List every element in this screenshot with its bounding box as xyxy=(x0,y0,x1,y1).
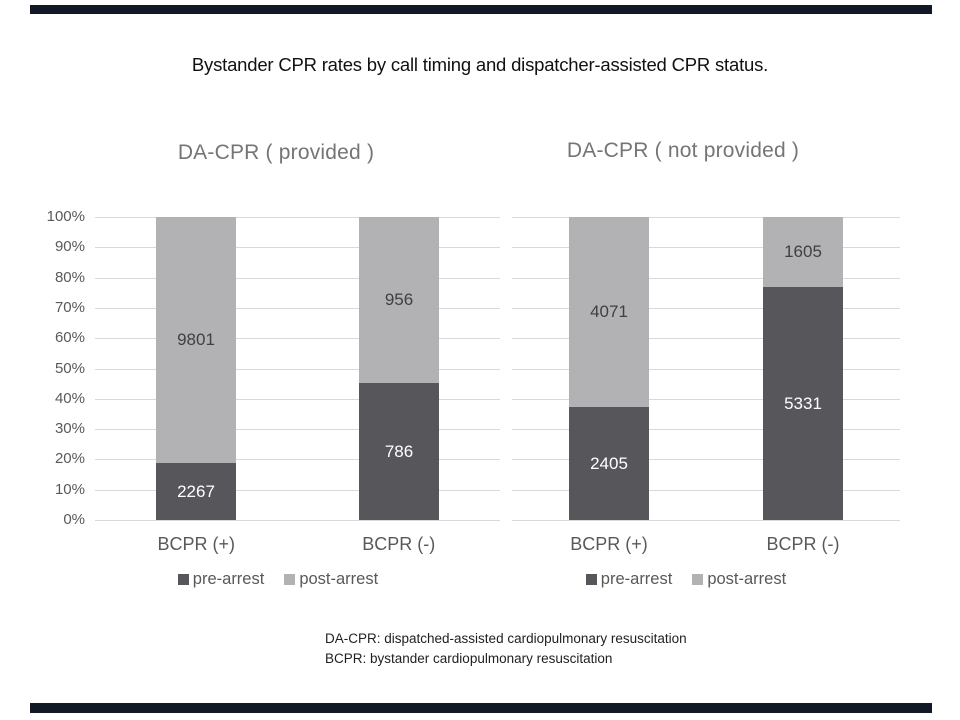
y-tick-label: 70% xyxy=(54,299,85,316)
gridline xyxy=(95,278,500,279)
y-tick-label: 80% xyxy=(54,269,85,286)
gridline xyxy=(95,399,500,400)
gridline xyxy=(95,490,500,491)
category-label: BCPR (+) xyxy=(570,534,648,554)
gridline xyxy=(95,520,500,521)
bar-value-label: 786 xyxy=(384,441,414,461)
bar-segment-pre-arrest xyxy=(569,407,649,520)
gridline xyxy=(512,278,900,279)
legend-label: pre-arrest xyxy=(600,570,673,588)
legend: pre-arrest post-arrest xyxy=(546,570,826,589)
y-tick-label: 50% xyxy=(54,360,85,377)
y-tick-label: 0% xyxy=(63,511,85,528)
legend-label: post-arrest xyxy=(299,570,379,588)
legend-label: pre-arrest xyxy=(192,570,265,588)
footnote-bcpr: BCPR: bystander cardiopulmonary resuscit… xyxy=(325,651,613,666)
gridline xyxy=(95,369,500,370)
legend-swatch-pre-arrest xyxy=(585,574,597,585)
gridline xyxy=(95,459,500,460)
gridline xyxy=(512,399,900,400)
gridline xyxy=(512,308,900,309)
gridline xyxy=(95,308,500,309)
chart-title: DA-CPR ( not provided ) xyxy=(566,139,800,162)
legend-swatch-post-arrest xyxy=(284,574,296,585)
y-tick-label: 30% xyxy=(54,420,85,437)
gridline xyxy=(512,217,900,218)
bar-value-label: 5331 xyxy=(784,393,822,413)
gridline xyxy=(512,459,900,460)
bar-value-label: 2405 xyxy=(590,453,628,473)
legend-swatch-pre-arrest xyxy=(177,574,189,585)
gridline xyxy=(512,490,900,491)
bottom-accent-bar xyxy=(30,703,932,713)
gridline xyxy=(95,247,500,248)
category-label: BCPR (+) xyxy=(157,534,235,554)
gridline xyxy=(95,429,500,430)
legend-item: pre-arrest xyxy=(177,570,265,589)
gridline xyxy=(95,217,500,218)
top-accent-bar xyxy=(30,5,932,14)
y-tick-label: 10% xyxy=(54,481,85,498)
gridline xyxy=(512,369,900,370)
category-label: BCPR (-) xyxy=(362,534,436,554)
bar-segment-pre-arrest xyxy=(156,463,236,520)
gridline xyxy=(512,520,900,521)
y-tick-label: 20% xyxy=(54,450,85,467)
bar-value-label: 4071 xyxy=(590,302,628,321)
gridline xyxy=(512,429,900,430)
bar-value-label: 956 xyxy=(384,290,414,309)
legend-item: pre-arrest xyxy=(585,570,673,589)
gridline xyxy=(512,338,900,339)
bar-value-label: 9801 xyxy=(177,330,215,349)
legend-item: post-arrest xyxy=(692,570,786,589)
bar-segment-post-arrest xyxy=(156,217,236,463)
bar-segment-post-arrest xyxy=(763,217,843,287)
footnotes: DA-CPR: dispatched-assisted cardiopulmon… xyxy=(325,629,687,669)
y-tick-label: 90% xyxy=(54,238,85,255)
legend-item: post-arrest xyxy=(284,570,378,589)
chart-title: DA-CPR ( provided ) xyxy=(177,141,375,164)
y-tick-label: 100% xyxy=(46,208,85,225)
footnote-da-cpr: DA-CPR: dispatched-assisted cardiopulmon… xyxy=(325,631,687,646)
category-label: BCPR (-) xyxy=(766,534,840,554)
gridline xyxy=(95,338,500,339)
page-title: Bystander CPR rates by call timing and d… xyxy=(191,54,769,75)
bar-value-label: 2267 xyxy=(177,481,215,501)
y-tick-label: 60% xyxy=(54,329,85,346)
bar-segment-pre-arrest xyxy=(763,287,843,520)
bar-segment-pre-arrest xyxy=(359,383,439,520)
legend-swatch-post-arrest xyxy=(692,574,704,585)
bar-segment-post-arrest xyxy=(569,217,649,407)
y-tick-label: 40% xyxy=(54,390,85,407)
bar-segment-post-arrest xyxy=(359,217,439,383)
bar-value-label: 1605 xyxy=(784,242,822,261)
gridline xyxy=(512,247,900,248)
legend-label: post-arrest xyxy=(707,570,787,588)
legend: pre-arrest post-arrest xyxy=(138,570,418,589)
